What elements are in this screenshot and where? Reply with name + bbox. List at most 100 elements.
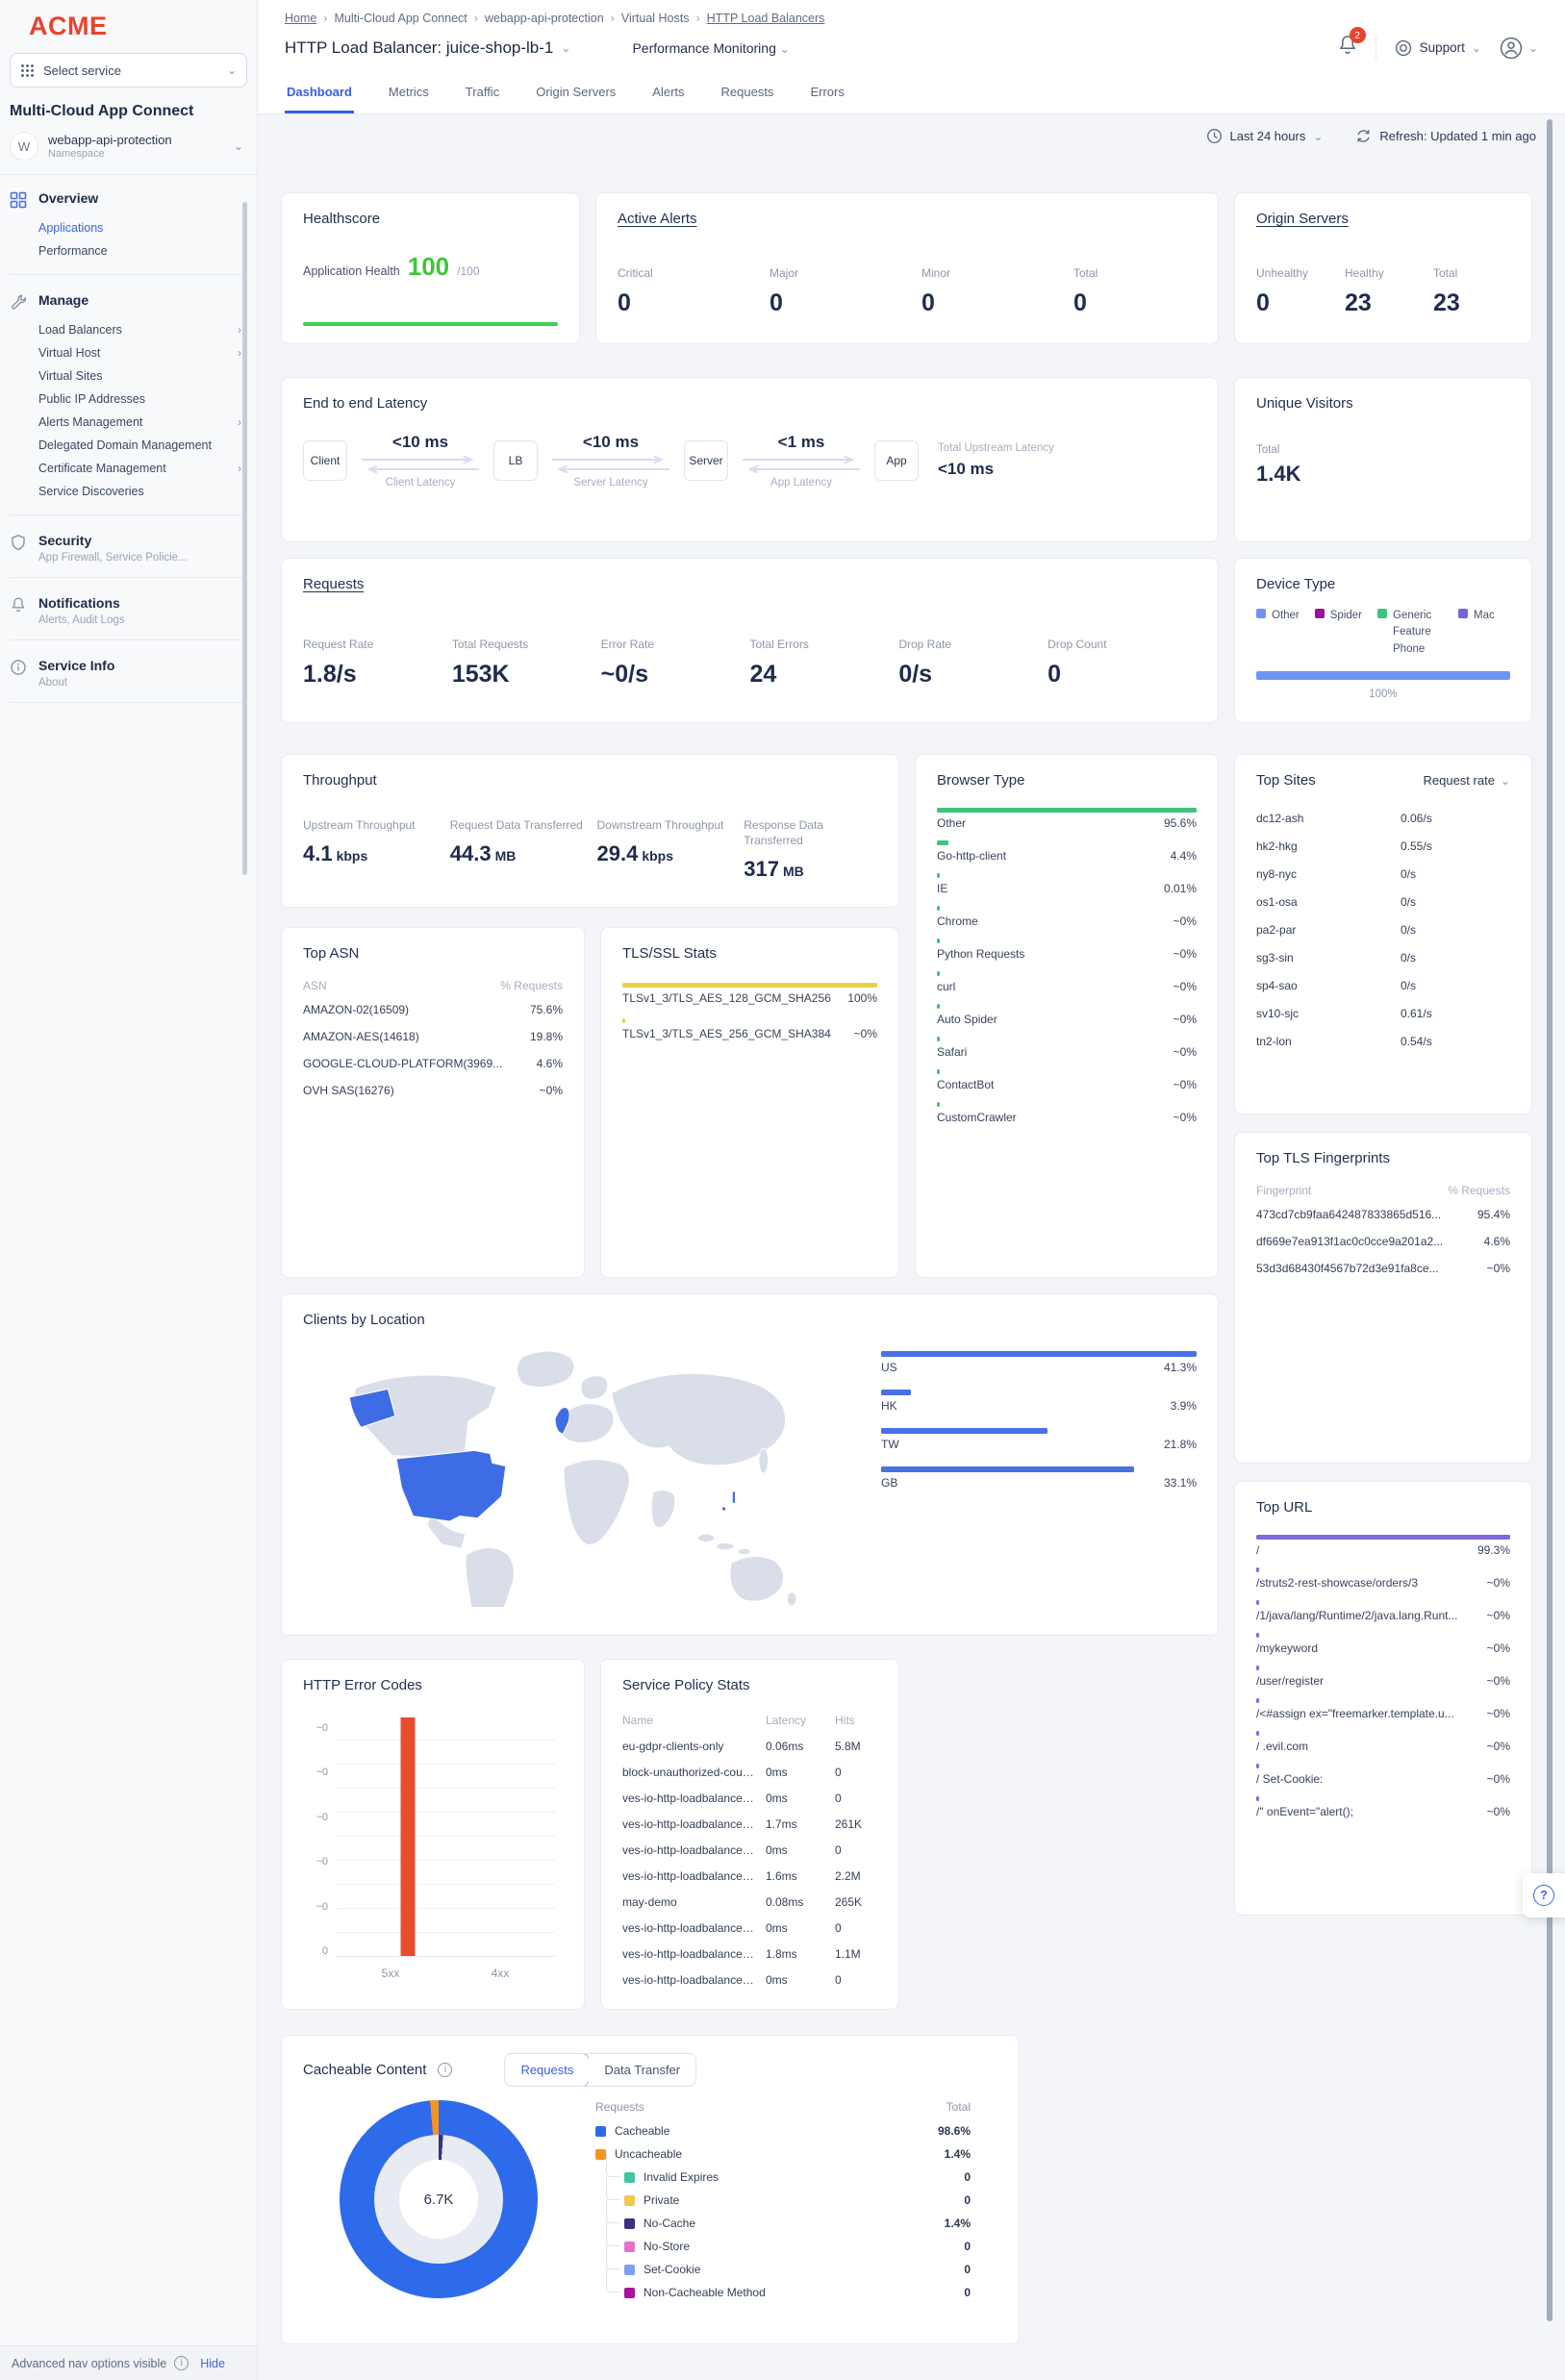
divider xyxy=(10,274,247,275)
metric-bar xyxy=(937,939,940,943)
main-scrollbar[interactable] xyxy=(1547,119,1552,2321)
tab[interactable]: Metrics xyxy=(387,77,431,113)
sidebar-subitem[interactable]: Alerts Management › xyxy=(38,411,247,434)
namespace-name: webapp-api-protection xyxy=(48,132,172,147)
plot-area xyxy=(336,1716,555,1957)
tab[interactable]: Traffic xyxy=(464,77,501,113)
active-alerts-link[interactable]: Active Alerts xyxy=(618,211,697,227)
info-icon[interactable]: i xyxy=(438,2063,453,2077)
tab[interactable]: Errors xyxy=(808,77,846,113)
col-name: Name xyxy=(622,1713,654,1727)
lower-grid: Throughput Upstream Throughput 4.1 kbps Req… xyxy=(281,754,1542,2344)
requests-link[interactable]: Requests xyxy=(303,576,365,592)
row-requests: Requests Request Rate 1.8/s Total Requests… xyxy=(281,558,1542,723)
site-rows: dc12-ash 0.06/s hk2-hkg 0.55/s ny8-nyc 0/s os1… xyxy=(1256,804,1510,1055)
notifications-button[interactable]: 2 xyxy=(1337,27,1366,62)
stat-label: Drop Count xyxy=(1048,638,1107,651)
tab[interactable]: Alerts xyxy=(650,77,686,113)
tab-label: Origin Servers xyxy=(536,85,617,99)
toggle-option[interactable]: Requests xyxy=(505,2054,591,2086)
site-name: sp4-sao xyxy=(1256,978,1298,992)
overview-subitems: Applications Performance xyxy=(10,213,247,264)
sidebar-subitem[interactable]: Virtual Host › xyxy=(38,341,247,364)
title-dropdown[interactable]: ⌄ xyxy=(561,40,571,55)
nav-section-service-info: Service Info About xyxy=(0,644,257,698)
sidebar-item-manage[interactable]: Manage xyxy=(10,288,247,314)
support-menu[interactable]: Support ⌄ xyxy=(1394,38,1481,58)
service-picker[interactable]: Select service ⌄ xyxy=(10,53,247,88)
namespace-switcher[interactable]: W webapp-api-protection Namespace ⌄ xyxy=(0,120,257,172)
legend-swatch xyxy=(1377,609,1388,618)
help-button[interactable]: ? xyxy=(1523,1873,1565,1917)
table-row: tn2-lon 0.54/s xyxy=(1256,1027,1510,1055)
fingerprint-percent: 4.6% xyxy=(1483,1235,1510,1248)
url-percent: ~0% xyxy=(1486,1707,1510,1720)
avatar-icon xyxy=(1500,37,1523,59)
tab[interactable]: Dashboard xyxy=(285,77,354,113)
metric-row: CustomCrawler ~0% xyxy=(937,1102,1197,1124)
tab[interactable]: Origin Servers xyxy=(534,77,618,113)
toggle-option[interactable]: Data Transfer xyxy=(589,2054,696,2086)
card-title: Device Type xyxy=(1256,576,1336,592)
sidebar-subitem[interactable]: Certificate Management › xyxy=(38,457,247,480)
sidebar-subitem[interactable]: Load Balancers › xyxy=(38,318,247,341)
site-name: tn2-lon xyxy=(1256,1034,1292,1048)
sidebar-subitem[interactable]: Delegated Domain Management xyxy=(38,434,247,457)
sidebar-item-service-info[interactable]: Service Info About xyxy=(10,654,247,692)
sidebar-subitem[interactable]: Performance xyxy=(38,239,247,263)
breadcrumb-item[interactable]: webapp-api-protection xyxy=(485,12,615,25)
country-code: US xyxy=(881,1361,897,1374)
requests-card: Requests Request Rate 1.8/s Total Requests… xyxy=(281,558,1219,723)
tab[interactable]: Requests xyxy=(719,77,776,113)
time-range-picker[interactable]: Last 24 hours ⌄ xyxy=(1206,128,1323,144)
stat: Critical 0 xyxy=(618,265,770,317)
asn-name: AMAZON-AES(14618) xyxy=(303,1030,419,1043)
info-icon[interactable]: i xyxy=(174,2356,189,2370)
breadcrumb-label: Multi-Cloud App Connect xyxy=(334,12,467,25)
user-menu[interactable]: ⌄ xyxy=(1499,36,1538,61)
policy-name: block-unauthorized-countries xyxy=(622,1765,756,1779)
breadcrumb-item[interactable]: Virtual Hosts xyxy=(621,12,700,25)
metric-row: TW 21.8% xyxy=(881,1428,1197,1451)
sidebar-subitem-label: Load Balancers xyxy=(38,323,122,337)
stat-value: 317 xyxy=(744,857,779,882)
policy-latency: 0ms xyxy=(766,1765,788,1779)
origin-servers-link[interactable]: Origin Servers xyxy=(1256,211,1349,227)
url-percent: ~0% xyxy=(1486,1772,1510,1786)
sidebar-item-notifications[interactable]: Notifications Alerts, Audit Logs xyxy=(10,591,247,630)
sidebar-subitem[interactable]: Public IP Addresses xyxy=(38,388,247,411)
policy-latency: 1.8ms xyxy=(766,1946,797,1961)
sidebar-subitem[interactable]: Service Discoveries xyxy=(38,480,247,503)
breadcrumb-item[interactable]: HTTP Load Balancers xyxy=(707,12,825,25)
asn-name: GOOGLE-CLOUD-PLATFORM(3969... xyxy=(303,1057,503,1070)
stat: Response Data Transferred 317 MB xyxy=(744,817,877,882)
card-title: TLS/SSL Stats xyxy=(622,945,717,962)
table-row: df669e7ea913f1ac0c0cce9a201a2... 4.6% xyxy=(1256,1228,1510,1255)
breadcrumb-item[interactable]: Home xyxy=(285,12,328,25)
sidebar-item-overview[interactable]: Overview xyxy=(10,187,247,213)
policy-hits: 2.2M xyxy=(835,1868,861,1883)
country-code: TW xyxy=(881,1438,899,1451)
breadcrumb-item[interactable]: Multi-Cloud App Connect xyxy=(335,12,478,25)
stat-value: 0/s xyxy=(898,661,933,689)
performance-monitoring-dropdown[interactable]: Performance Monitoring ⌄ xyxy=(632,40,789,56)
url-rows: / 99.3% /struts2-rest-showcase/orders/3 ~0%… xyxy=(1256,1535,1510,1818)
card-title: Top URL xyxy=(1256,1499,1313,1516)
refresh-button[interactable]: Refresh: Updated 1 min ago xyxy=(1355,128,1536,144)
policy-hits: 0 xyxy=(835,1842,842,1857)
url-path: / Set-Cookie: xyxy=(1256,1772,1324,1786)
top-sites-sort-dropdown[interactable]: Request rate ⌄ xyxy=(1424,773,1511,788)
sidebar-item-security[interactable]: Security App Firewall, Service Policie..… xyxy=(10,529,247,567)
tab-label: Metrics xyxy=(388,85,429,99)
sidebar-subitem[interactable]: Virtual Sites xyxy=(38,364,247,388)
sidebar-scrollbar[interactable] xyxy=(242,202,247,875)
latency-value: <10 ms xyxy=(391,433,449,451)
chevron-down-icon: ⌄ xyxy=(1500,773,1510,788)
legend-label: No-Store xyxy=(644,2240,691,2253)
card-title: Cacheable Content xyxy=(303,2062,427,2078)
main-area: Home Multi-Cloud App Connect webapp-api-pr… xyxy=(258,0,1565,2373)
toggle-label: Data Transfer xyxy=(604,2063,681,2077)
sidebar-subitem[interactable]: Applications xyxy=(38,216,247,239)
hide-nav-button[interactable]: Hide xyxy=(200,2356,225,2370)
sidebar-subitem-label: Certificate Management xyxy=(38,462,166,475)
